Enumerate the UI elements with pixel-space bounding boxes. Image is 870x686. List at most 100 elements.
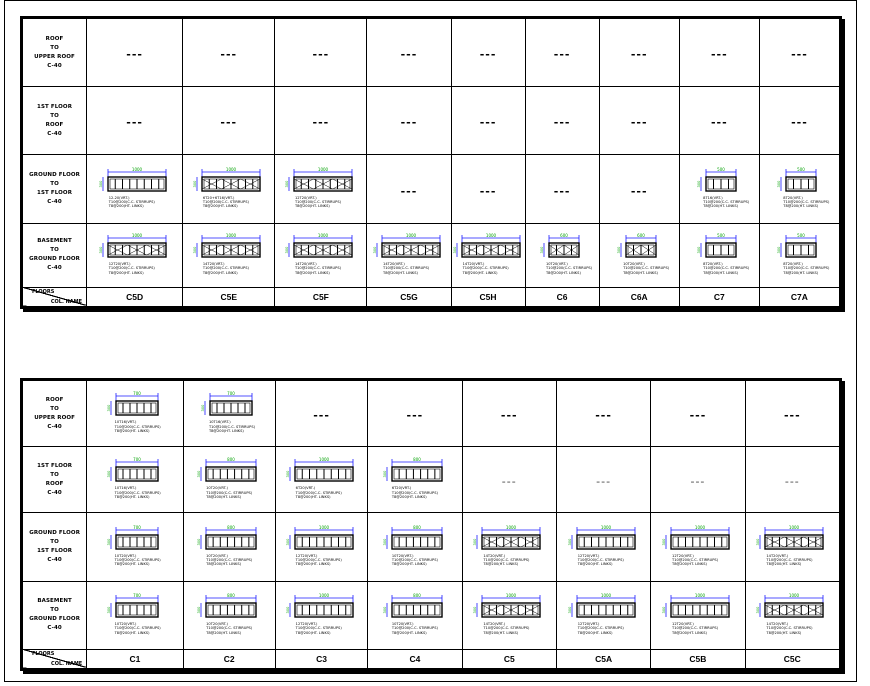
header-corner: FLOORS COL. NAME xyxy=(21,648,88,670)
empty-mark: --- xyxy=(312,116,330,130)
column-section-drawing: 1000 300 xyxy=(193,233,261,258)
schedule-cell: --- xyxy=(450,17,526,88)
reinforcement-note: T10@200(C.C. STIRRUPS) xyxy=(672,558,719,563)
reinforcement-note: 12T20(VRT.) xyxy=(294,195,317,200)
reinforcement-note: T8@200(HT. LINKS) xyxy=(108,204,144,209)
reinforcement-note: T8@200(HT. LINKS) xyxy=(672,562,707,567)
schedule-cell: --- xyxy=(524,17,600,88)
schedule-cell: --- xyxy=(744,379,841,448)
empty-mark: --- xyxy=(479,116,497,130)
floor-label: 1ST FLOOR TO ROOF C-40 xyxy=(21,86,88,156)
column-detail: 700 300 10T20(VRT.) T10@200(C.C. STIRRUPS) T… xyxy=(106,525,164,567)
schedule-cell: 700 300 10T16(VRT.) T10@200(C.C. STIRRUPS) T… xyxy=(182,379,276,448)
column-detail: 1000 300 6T20(VRT.) T10@200(C.C. STIRRUPS) T… xyxy=(285,457,359,499)
reinforcement-note: T8@200(HT. LINKS) xyxy=(391,562,427,567)
schedule-cell: --- xyxy=(555,379,652,448)
reinforcement-note: 12T20(VRT.) xyxy=(577,553,600,558)
cross-tie xyxy=(293,178,314,189)
floor-label: ROOF TO UPPER ROOF C-40 xyxy=(21,379,88,448)
schedule-cell: 800 300 10T20(VRT.) T10@200(C.C. STIRRUPS) T… xyxy=(367,580,463,650)
drawing-sheet-border xyxy=(4,0,857,682)
schedule-cell: --- xyxy=(367,379,463,448)
column-section-drawing: 1000 300 xyxy=(373,233,441,258)
reinforcement-note: T8@200(HT. LINKS) xyxy=(202,270,238,275)
depth-dimension-text: 300 xyxy=(197,470,201,478)
width-dimension-text: 1000 xyxy=(406,233,417,238)
depth-dimension-text: 300 xyxy=(107,537,111,545)
column-name: C5G xyxy=(366,286,452,308)
reinforcement-note: T10@200(C.C. STIRRUPS) xyxy=(114,558,161,563)
schedule-cell: --- xyxy=(678,17,760,88)
floor-row: 1ST FLOOR TO ROOF C-40 700 300 10T16(VRT.) T… xyxy=(21,446,841,514)
reinforcement-note: 6T20(VRT.) xyxy=(295,486,316,491)
column-outline xyxy=(115,400,159,416)
column-section-drawing: 1000 300 xyxy=(756,593,824,618)
depth-dimension-text: 300 xyxy=(99,180,103,188)
schedule-cell: 700 300 10T20(VRT.) T10@200(C.C. STIRRUPS) T… xyxy=(86,580,184,650)
cross-tie xyxy=(548,244,565,256)
reinforcement-note: T10@200(C.C. STIRRUPS) xyxy=(783,266,830,271)
floor-row: ROOF TO UPPER ROOF C-40 --- --- --- --- --- --… xyxy=(21,17,841,88)
schedule-table: ROOF TO UPPER ROOF C-40 --- --- --- --- --- --… xyxy=(21,17,841,308)
reinforcement-note: 12T20(VRT.) xyxy=(108,261,131,266)
depth-dimension-text: 300 xyxy=(617,246,621,254)
reinforcement-notes: 10T20(VRT.) T10@200(C.C. STIRRUPS) T8@200(… xyxy=(206,486,252,499)
empty-mark: --- xyxy=(500,409,518,423)
column-outline xyxy=(575,602,636,618)
reinforcement-note: 10T20(VRT.) xyxy=(545,261,568,266)
width-dimension-text: 1000 xyxy=(318,233,329,238)
cross-tie xyxy=(765,536,785,547)
reinforcement-note: 14T20(VRT.) xyxy=(462,261,485,266)
schedule-cell: 1000 300 12T20(VRT.) T10@200(C.C. STIRRUPS)… xyxy=(274,580,369,650)
reinforcement-note: T8@200(HT. LINKS) xyxy=(577,630,613,635)
depth-dimension-text: 300 xyxy=(193,246,197,254)
column-outline xyxy=(293,602,354,618)
reinforcement-notes: 10T20(VRT.) T10@200(C.C. STIRRUPS) T8@200(… xyxy=(545,261,592,275)
column-outline xyxy=(670,533,730,550)
schedule-cell: 1000 300 14T20(VRT.) T10@200(C.C. STIRRUPS)… xyxy=(182,222,276,288)
column-section-drawing: 1000 300 xyxy=(473,593,541,618)
reinforcement-note: T10@200(C.C. STIRRUPS) xyxy=(114,626,161,631)
reinforcement-note: T8@200(HT. LINKS) xyxy=(391,630,427,635)
reinforcement-notes: 10T20(VRT.) T10@200(C.C. STIRRUPS) T8@200(… xyxy=(623,262,669,275)
width-dimension-text: 500 xyxy=(798,167,806,172)
column-outline xyxy=(293,533,354,550)
schedule-cell: 1000 300 12T20(VRT.) T10@200(C.C. STIRRUPS)… xyxy=(274,512,369,582)
reinforcement-note: T8@200(HT. LINKS) xyxy=(703,270,739,275)
column-name: C5A xyxy=(555,648,652,670)
column-section-drawing: 1000 300 xyxy=(285,233,353,258)
column-detail: 500 300 8T16(VRT.) T10@200(C.C. STIRRUPS) T8… xyxy=(696,167,749,209)
schedule-cell: 1000 300 14T20(VRT.) T10@200(C.C. STIRRUPS)… xyxy=(744,580,841,650)
cross-tie xyxy=(220,178,241,189)
schedule-cell: --- xyxy=(758,17,841,88)
stirrup-outline xyxy=(393,469,441,480)
column-detail: 700 300 10T16(VRT.) T10@200(C.C. STIRRUPS) T… xyxy=(200,391,258,433)
empty-mark: --- xyxy=(313,409,330,423)
column-section-drawing: 700 300 xyxy=(107,593,159,618)
cross-tie xyxy=(765,604,785,616)
cross-tie xyxy=(520,536,541,547)
width-dimension-text: 1000 xyxy=(506,525,517,530)
reinforcement-note: T10@200(C.C. STIRRUPS) xyxy=(206,626,253,631)
column-section-drawing: 800 300 xyxy=(197,525,257,550)
reinforcement-note: 10T20(VRT.) xyxy=(206,486,228,491)
depth-dimension-text: 300 xyxy=(201,404,205,412)
schedule-cell: 800 300 10T20(VRT.) T10@200(C.C. STIRRUPS) T… xyxy=(182,512,276,582)
depth-dimension-text: 300 xyxy=(99,246,103,254)
width-dimension-text: 1000 xyxy=(318,525,329,530)
cross-tie xyxy=(420,244,441,256)
column-detail: 1000 300 12T20(VRT.) T10@200(C.C. STIRRUPS)… xyxy=(567,593,641,635)
empty-mark: --- xyxy=(126,116,143,130)
column-section-drawing: 600 300 xyxy=(617,233,657,258)
schedule-cell: --- xyxy=(555,446,652,514)
width-dimension-text: 500 xyxy=(717,233,725,238)
floor-label: BASEMENT TO GROUND FLOOR C-40 xyxy=(21,580,88,650)
schedule-cell: 800 300 10T20(VRT.) T10@200(C.C. STIRRUPS) T… xyxy=(367,512,463,582)
cross-tie xyxy=(461,244,481,256)
cross-tie xyxy=(201,178,222,189)
reinforcement-notes: 12T20(VRT.) T10@200(C.C. STIRRUPS) T8@200(… xyxy=(578,622,630,635)
empty-mark: --- xyxy=(791,48,808,62)
reinforcement-note: T10@200(C.C. STIRRUPS) xyxy=(108,200,155,205)
depth-dimension-text: 300 xyxy=(473,606,477,614)
reinforcement-note: T8@200(HT. LINKS) xyxy=(383,270,418,275)
